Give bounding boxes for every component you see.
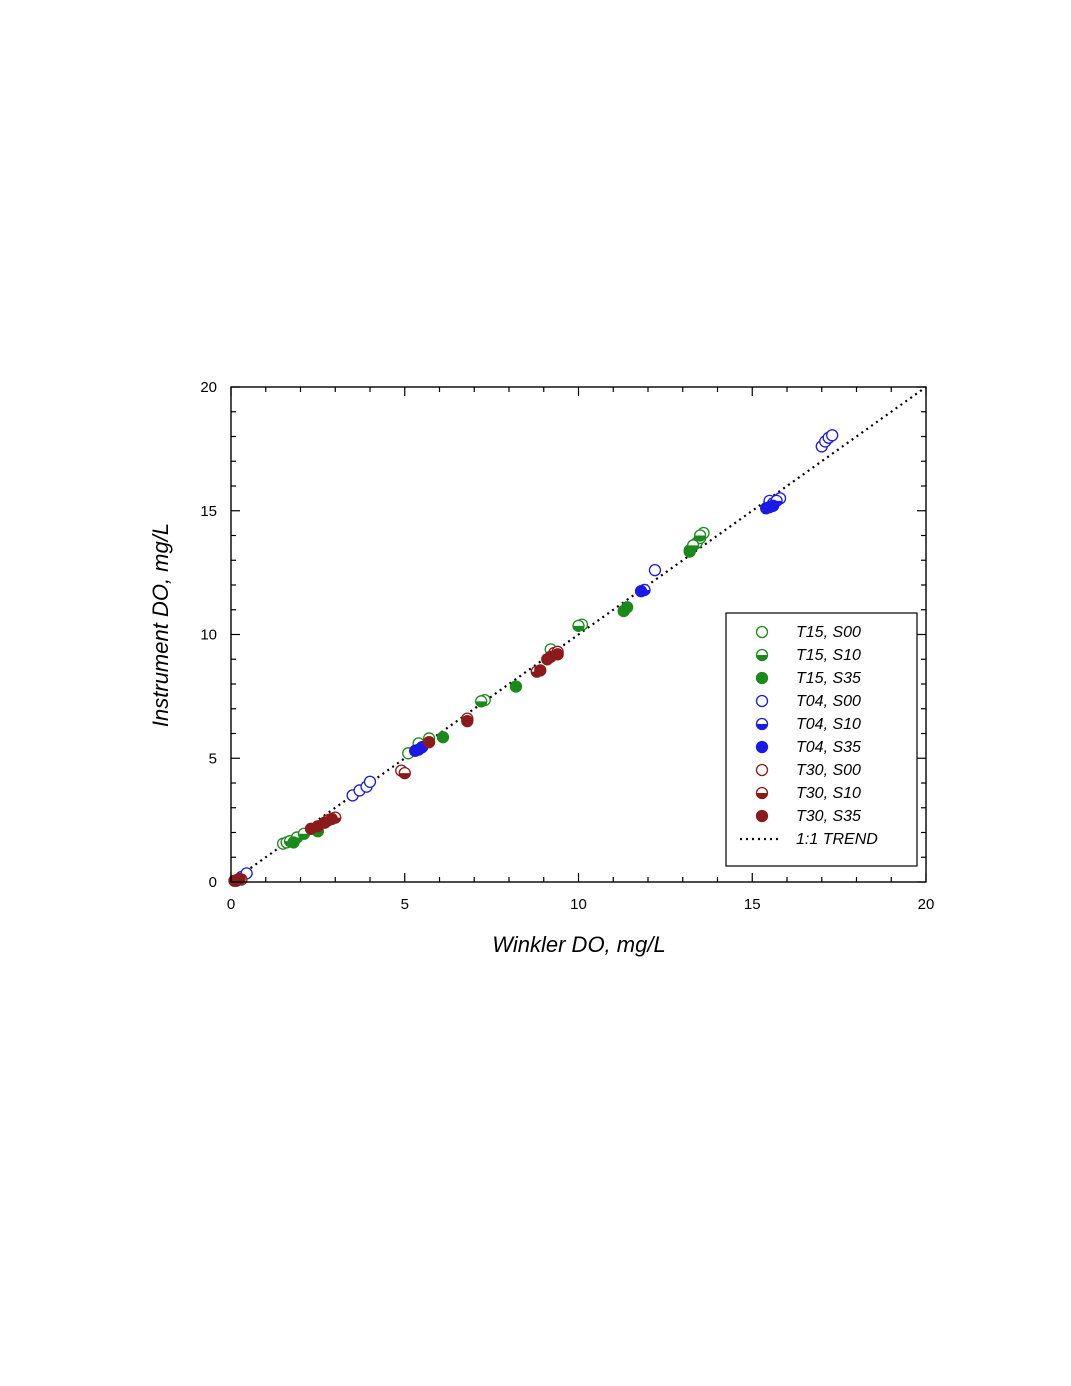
- x-tick-label: 0: [227, 896, 235, 913]
- x-axis-title: Winkler DO, mg/L: [492, 932, 665, 957]
- legend-marker: [755, 786, 769, 800]
- legend-marker: [755, 671, 769, 685]
- data-point: [509, 680, 523, 693]
- legend-label: T30, S10: [796, 785, 861, 802]
- data-point: [287, 836, 300, 849]
- y-axis-title: Instrument DO, mg/L: [148, 523, 173, 727]
- legend-label: 1:1 TREND: [796, 831, 878, 848]
- x-tick-label: 15: [744, 896, 761, 913]
- data-point: [572, 619, 585, 632]
- trend-line: [230, 386, 927, 883]
- legend-marker: [755, 740, 769, 754]
- legend-label: T04, S10: [796, 716, 861, 733]
- data-point: [363, 775, 377, 788]
- x-tick-label: 20: [918, 896, 935, 913]
- legend-label: T04, S35: [796, 739, 861, 756]
- x-tick-label: 5: [401, 896, 409, 913]
- plot-area: [228, 386, 927, 887]
- data-point: [683, 545, 696, 558]
- data-point: [826, 429, 839, 442]
- legend-label: T04, S00: [796, 693, 861, 710]
- data-point: [551, 648, 564, 661]
- y-tick-label: 5: [209, 750, 217, 767]
- data-point: [461, 714, 474, 728]
- legend-label: T30, S00: [796, 762, 861, 779]
- data-point: [634, 585, 648, 598]
- legend-label: T15, S35: [796, 670, 861, 687]
- legend-marker: [755, 809, 769, 823]
- y-tick-label: 10: [200, 627, 217, 644]
- legend: T15, S00 T15, S10 T15, S35 T04, S00 T04, S10…: [725, 612, 918, 867]
- data-point: [398, 766, 411, 780]
- x-tick-label: 10: [570, 896, 587, 913]
- data-point: [534, 664, 547, 677]
- y-tick-label: 0: [209, 874, 217, 891]
- y-tick-label: 15: [200, 503, 217, 520]
- data-point: [693, 529, 707, 542]
- legend-marker: [755, 717, 769, 731]
- data-point: [475, 695, 488, 708]
- legend-marker: [755, 648, 769, 662]
- data-point: [233, 872, 246, 886]
- data-point: [325, 812, 338, 826]
- y-tick-label: 20: [200, 379, 217, 396]
- data-point: [648, 564, 662, 577]
- data-point: [766, 499, 780, 512]
- legend-label: T30, S35: [796, 808, 861, 825]
- data-point: [436, 731, 450, 744]
- axes: 0 5 10 15 20 0 5 10 15 20: [200, 379, 934, 913]
- data-point: [621, 601, 634, 614]
- legend-label: T15, S10: [796, 647, 861, 664]
- data-point: [422, 736, 436, 749]
- legend-marker: [755, 694, 769, 708]
- legend-label: T15, S00: [796, 624, 861, 641]
- legend-marker: [755, 625, 769, 639]
- legend-marker: [755, 763, 769, 777]
